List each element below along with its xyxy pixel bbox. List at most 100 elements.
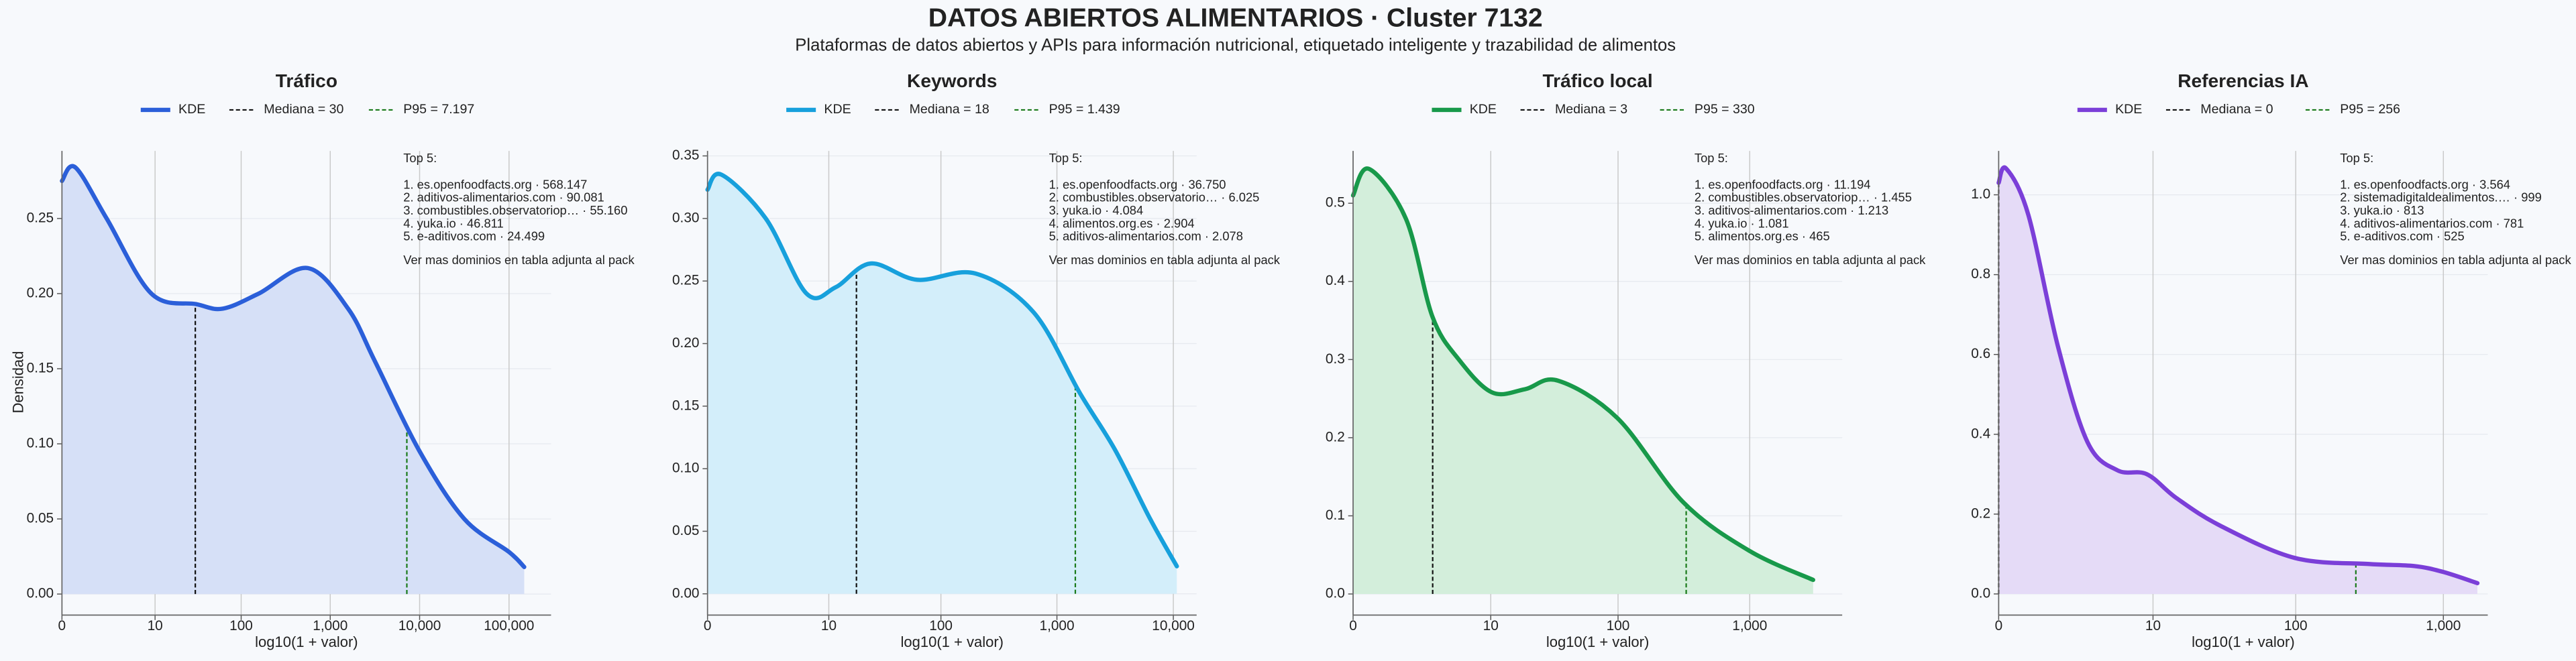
x-tick-label: 100 <box>1607 618 1630 634</box>
y-tick-label: 0.10 <box>27 436 54 451</box>
x-tick-label: 1,000 <box>2426 618 2461 634</box>
kde-area <box>707 174 1177 594</box>
annotation-line: 4. yuka.io · 1.081 <box>1695 216 1789 230</box>
y-tick-label: 0.25 <box>672 273 699 288</box>
x-axis-label: log10(1 + valor) <box>1546 634 1649 650</box>
kde-line <box>1996 165 2480 586</box>
legend-label: P95 = 1.439 <box>1049 102 1120 117</box>
kde-area <box>1353 168 1813 595</box>
annotation-line: 1. es.openfoodfacts.org · 11.194 <box>1695 177 1871 191</box>
annotation-title: Top 5: <box>1049 151 1083 165</box>
y-tick-label: 0.1 <box>1326 507 1345 523</box>
annotation-line: 2. combustibles.observatorio… · 6.025 <box>1049 190 1260 204</box>
annotation-line: 2. combustibles.observatoriop… · 1.455 <box>1695 190 1912 204</box>
page-title: DATOS ABIERTOS ALIMENTARIOS · Cluster 71… <box>928 4 1543 33</box>
y-tick-label: 0.20 <box>27 285 54 300</box>
y-tick-label: 0.30 <box>672 210 699 225</box>
y-tick-label: 0.00 <box>27 586 54 601</box>
legend-label: Mediana = 0 <box>2200 102 2273 117</box>
annotation-line: 3. yuka.io · 4.084 <box>1049 203 1144 217</box>
y-tick-label: 0.15 <box>27 360 54 375</box>
annotation-line: 3. aditivos-alimentarios.com · 1.213 <box>1695 203 1888 217</box>
page-subtitle: Plataformas de datos abiertos y APIs par… <box>795 36 1676 54</box>
annotation-line: 5. e-aditivos.com · 24.499 <box>403 229 545 243</box>
annotation-line: 3. yuka.io · 813 <box>2340 203 2424 217</box>
y-tick-label: 1.0 <box>1971 186 1990 202</box>
y-tick-label: 0.00 <box>672 585 699 601</box>
y-tick-label: 0.4 <box>1971 426 1990 441</box>
x-tick-label: 10,000 <box>1152 618 1195 634</box>
x-tick-label: 0 <box>1995 618 2003 634</box>
annotation-line: 2. aditivos-alimentarios.com · 90.081 <box>403 190 604 204</box>
annotation-title: Top 5: <box>2340 151 2373 165</box>
kde-line <box>705 172 1179 568</box>
legend-label: Mediana = 30 <box>264 102 343 117</box>
y-tick-label: 0.0 <box>1971 585 1990 601</box>
annotation-footer: Ver mas dominios en tabla adjunta al pac… <box>2340 253 2571 267</box>
legend-label: KDE <box>1470 102 1497 117</box>
y-axis-label: Densidad <box>10 351 27 414</box>
x-tick-label: 1,000 <box>1040 618 1075 634</box>
y-tick-label: 0.5 <box>1326 195 1345 211</box>
chart-title: Tráfico <box>276 70 337 91</box>
legend-label: KDE <box>824 102 851 117</box>
y-tick-label: 0.05 <box>27 511 54 526</box>
annotation-line: 1. es.openfoodfacts.org · 36.750 <box>1049 177 1226 191</box>
chart-title: Tráfico local <box>1543 70 1653 91</box>
y-tick-label: 0.35 <box>672 147 699 163</box>
legend-label: Mediana = 3 <box>1555 102 1627 117</box>
annotation-line: 1. es.openfoodfacts.org · 3.564 <box>2340 177 2510 191</box>
y-tick-label: 0.8 <box>1971 266 1990 282</box>
x-tick-label: 10 <box>821 618 837 634</box>
legend-label: KDE <box>178 102 205 117</box>
y-tick-label: 0.4 <box>1326 273 1345 288</box>
x-tick-label: 1,000 <box>313 618 347 634</box>
x-tick-label: 10 <box>1483 618 1499 634</box>
y-tick-label: 0.0 <box>1326 586 1345 601</box>
x-tick-label: 0 <box>704 618 712 634</box>
y-tick-label: 0.15 <box>672 398 699 413</box>
annotation-line: 1. es.openfoodfacts.org · 568.147 <box>403 177 587 191</box>
x-tick-label: 0 <box>1349 618 1357 634</box>
y-tick-label: 0.2 <box>1971 505 1990 521</box>
chart-title: Keywords <box>907 70 997 91</box>
x-tick-label: 100,000 <box>484 618 534 634</box>
x-tick-label: 100 <box>929 618 953 634</box>
x-tick-label: 10,000 <box>398 618 441 634</box>
legend-label: KDE <box>2115 102 2142 117</box>
annotation-line: 3. combustibles.observatoriop… · 55.160 <box>403 203 627 217</box>
annotation-line: 5. aditivos-alimentarios.com · 2.078 <box>1049 229 1243 243</box>
kde-area <box>1998 167 2478 594</box>
y-tick-label: 0.6 <box>1971 346 1990 361</box>
x-tick-label: 1,000 <box>1732 618 1767 634</box>
annotation-line: 5. alimentos.org.es · 465 <box>1695 229 1830 243</box>
legend-label: P95 = 7.197 <box>403 102 474 117</box>
legend-label: P95 = 330 <box>1695 102 1755 117</box>
annotation-line: 4. alimentos.org.es · 2.904 <box>1049 216 1195 230</box>
kde-area <box>62 166 525 595</box>
annotation-line: 4. yuka.io · 46.811 <box>403 216 503 230</box>
kde-line <box>60 164 527 569</box>
y-tick-label: 0.20 <box>672 335 699 351</box>
kde-line <box>1350 166 1815 583</box>
annotation-title: Top 5: <box>403 151 437 165</box>
x-tick-label: 100 <box>2284 618 2308 634</box>
x-tick-label: 0 <box>58 618 66 634</box>
y-tick-label: 0.2 <box>1326 429 1345 444</box>
annotation-line: 2. sistemadigitaldealimentos.… · 999 <box>2340 190 2542 204</box>
x-axis-label: log10(1 + valor) <box>2192 634 2294 650</box>
y-tick-label: 0.10 <box>672 461 699 476</box>
x-tick-label: 10 <box>2145 618 2161 634</box>
annotation-footer: Ver mas dominios en tabla adjunta al pac… <box>1049 253 1281 267</box>
x-tick-label: 100 <box>229 618 253 634</box>
annotation-footer: Ver mas dominios en tabla adjunta al pac… <box>1695 253 1926 267</box>
x-tick-label: 10 <box>148 618 163 634</box>
x-axis-label: log10(1 + valor) <box>255 634 358 650</box>
annotation-footer: Ver mas dominios en tabla adjunta al pac… <box>403 253 635 267</box>
annotation-title: Top 5: <box>1695 151 1728 165</box>
y-tick-label: 0.3 <box>1326 351 1345 367</box>
x-axis-label: log10(1 + valor) <box>901 634 1004 650</box>
chart-title: Referencias IA <box>2178 70 2308 91</box>
